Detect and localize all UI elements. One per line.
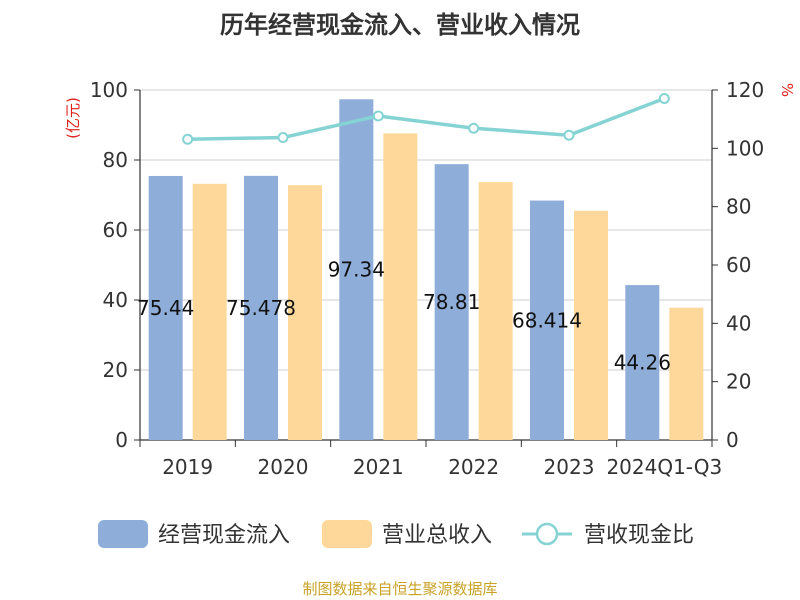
legend-swatch-cash-inflow	[98, 520, 148, 548]
left-tick-label: 0	[115, 428, 128, 452]
ratio-point	[563, 129, 575, 141]
data-label-cash-inflow: 97.34	[328, 258, 385, 282]
left-tick-label: 100	[90, 78, 128, 102]
data-label-cash-inflow: 75.44	[137, 296, 194, 320]
legend-label-ratio: 营收现金比	[584, 523, 694, 548]
x-tick-label: 2022	[448, 455, 499, 479]
left-axis-unit: (亿元)	[64, 97, 82, 139]
bar-cash-inflow	[339, 99, 374, 440]
ratio-point	[277, 132, 289, 144]
right-axis-unit: %	[778, 83, 796, 97]
bar-revenue	[288, 185, 322, 440]
ratio-point	[658, 92, 670, 104]
bars	[148, 99, 704, 441]
left-tick-label: 60	[103, 218, 128, 242]
ratio-line	[182, 92, 670, 145]
data-label-cash-inflow: 78.81	[423, 290, 480, 314]
source-note: 制图数据来自恒生聚源数据库	[302, 580, 497, 598]
bar-cash-inflow	[530, 200, 564, 440]
data-label-cash-inflow: 44.26	[614, 351, 671, 375]
data-labels: 75.44 75.478 97.34 78.81 68.414 44.26	[137, 258, 671, 375]
x-tick-label: 2019	[162, 455, 213, 479]
legend[interactable]: 经营现金流入 营业总收入 营收现金比	[98, 520, 694, 548]
data-label-cash-inflow: 75.478	[226, 296, 296, 320]
right-tick-label: 100	[726, 136, 764, 160]
bar-cash-inflow	[148, 175, 183, 440]
right-tick-label: 40	[726, 311, 751, 335]
x-tick-label: 2024Q1-Q3	[606, 455, 722, 479]
chart-title: 历年经营现金流入、营业收入情况	[220, 11, 580, 39]
ratio-point	[182, 133, 194, 145]
bar-cash-inflow	[625, 285, 660, 440]
x-tick-label: 2021	[353, 455, 404, 479]
bar-revenue	[192, 183, 227, 441]
bar-cash-inflow	[434, 164, 469, 441]
legend-label-cash-inflow: 经营现金流入	[158, 523, 290, 548]
ratio-line-path	[187, 96, 665, 142]
right-tick-label: 60	[726, 253, 751, 277]
data-label-cash-inflow: 68.414	[512, 308, 582, 332]
ratio-point	[372, 110, 384, 122]
left-tick-label: 40	[103, 288, 128, 312]
bar-revenue	[383, 133, 418, 440]
right-tick-label: 80	[726, 195, 751, 219]
legend-label-revenue: 营业总收入	[382, 523, 492, 548]
ratio-point	[468, 122, 480, 134]
legend-swatch-ratio-marker	[535, 522, 559, 546]
legend-swatch-revenue	[322, 520, 372, 548]
bar-revenue	[478, 182, 513, 441]
bar-revenue	[669, 307, 704, 440]
right-tick-label: 120	[726, 78, 764, 102]
x-tick-label: 2023	[544, 455, 595, 479]
bar-revenue	[574, 210, 608, 440]
x-tick-label: 2020	[258, 455, 309, 479]
axes: 0 20 40 60 80 100 0 20 40 60 80 100 120 (亿元)% 2019 2020…	[64, 78, 796, 479]
right-tick-label: 0	[726, 428, 739, 452]
bar-cash-inflow	[244, 175, 278, 441]
left-tick-label: 80	[103, 148, 128, 172]
left-tick-label: 20	[103, 358, 128, 382]
right-tick-label: 20	[726, 370, 751, 394]
